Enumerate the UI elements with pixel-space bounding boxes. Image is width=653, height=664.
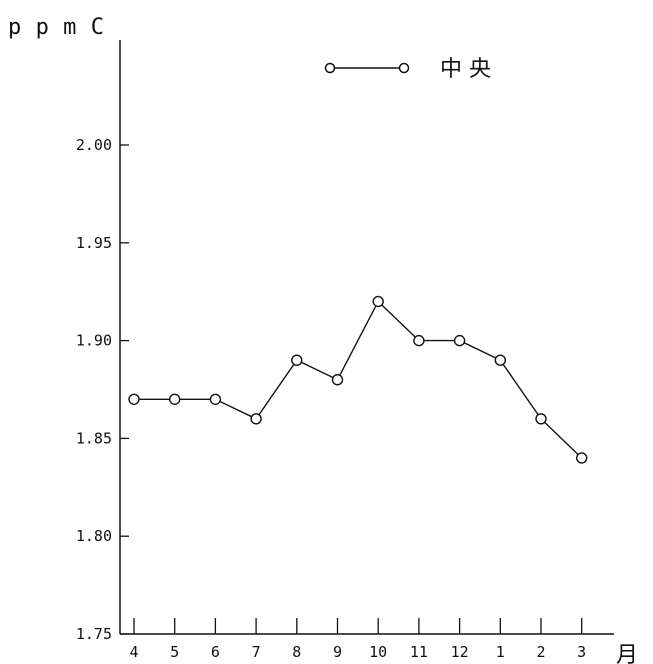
- data-point: [576, 452, 588, 464]
- x-tick-label: 1: [496, 643, 505, 661]
- y-axis-title: ppmC: [8, 15, 104, 40]
- data-point: [209, 393, 222, 405]
- data-point: [250, 413, 262, 425]
- data-point: [291, 354, 303, 366]
- y-tick-label: 1.90: [76, 332, 112, 350]
- data-point: [535, 413, 547, 425]
- data-point: [494, 354, 506, 366]
- data-point: [413, 334, 425, 347]
- series-line: [134, 300, 583, 459]
- y-tick-label: 2.00: [76, 136, 112, 154]
- data-point: [331, 374, 344, 386]
- axes: [119, 40, 614, 635]
- x-tick-label: 9: [333, 643, 342, 661]
- y-tick-label: 1.85: [76, 429, 112, 447]
- y-ticks: 1.75 1.80 1.85 1.90 1.95 2.00: [76, 136, 129, 643]
- x-tick-label: 2: [536, 643, 545, 661]
- legend: 中 央: [324, 57, 491, 82]
- data-point: [128, 393, 140, 405]
- y-tick-label: 1.80: [76, 527, 112, 545]
- legend-marker-right: [398, 62, 410, 74]
- data-point: [453, 334, 466, 347]
- series-group: [128, 295, 588, 464]
- x-tick-label: 6: [211, 643, 220, 661]
- x-tick-label: 10: [369, 643, 387, 661]
- y-tick-label: 1.75: [76, 625, 112, 643]
- x-axis-title: 月: [616, 643, 638, 664]
- legend-marker-left: [324, 62, 336, 74]
- x-tick-label: 4: [129, 643, 138, 661]
- x-tick-label: 5: [170, 643, 179, 661]
- x-tick-label: 11: [410, 643, 428, 661]
- legend-label: 中 央: [440, 57, 491, 82]
- y-tick-label: 1.95: [76, 234, 112, 252]
- x-tick-label: 12: [451, 643, 469, 661]
- x-tick-label: 3: [577, 643, 586, 661]
- data-point: [168, 393, 181, 405]
- x-tick-label: 7: [252, 643, 261, 661]
- x-ticks: 4 5 6 7 8 9 10 11 12 1 2 3: [129, 618, 586, 661]
- data-point: [372, 295, 384, 308]
- x-tick-label: 8: [292, 643, 301, 661]
